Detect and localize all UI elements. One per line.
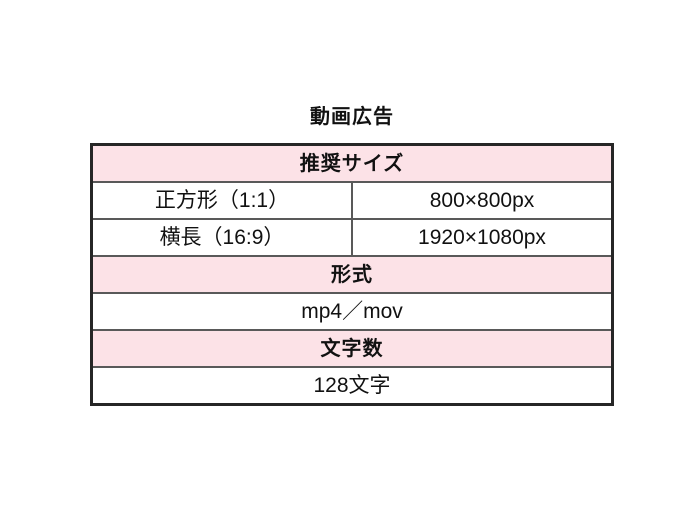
- table-row: 文字数: [90, 329, 614, 368]
- table-row: 推奨サイズ: [90, 143, 614, 183]
- table-row: 横長（16:9） 1920×1080px: [90, 218, 614, 257]
- section-header-format: 形式: [90, 255, 614, 294]
- section-header-recommended-size: 推奨サイズ: [90, 143, 614, 183]
- cell-landscape-ratio-size: 1920×1080px: [351, 218, 614, 257]
- cell-format-value: mp4／mov: [90, 292, 614, 331]
- cell-square-ratio-size: 800×800px: [351, 181, 614, 220]
- cell-landscape-ratio-label: 横長（16:9）: [90, 218, 353, 257]
- table-row: mp4／mov: [90, 292, 614, 331]
- video-ad-spec-table: 推奨サイズ 正方形（1:1） 800×800px 横長（16:9） 1920×1…: [90, 143, 614, 406]
- cell-square-ratio-label: 正方形（1:1）: [90, 181, 353, 220]
- table-row: 形式: [90, 255, 614, 294]
- cell-character-count-value: 128文字: [90, 366, 614, 406]
- page-title: 動画広告: [310, 106, 394, 128]
- section-header-character-count: 文字数: [90, 329, 614, 368]
- table-row: 128文字: [90, 366, 614, 406]
- table-row: 正方形（1:1） 800×800px: [90, 181, 614, 220]
